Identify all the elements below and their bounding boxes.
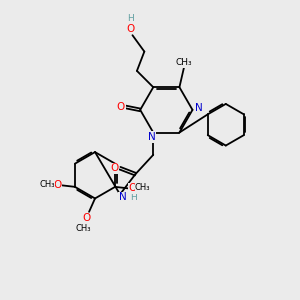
Text: O: O	[117, 102, 125, 112]
Text: O: O	[53, 180, 61, 190]
Text: CH₃: CH₃	[176, 58, 192, 67]
Text: H: H	[128, 14, 134, 23]
Text: O: O	[127, 24, 135, 34]
Text: O: O	[110, 163, 119, 173]
Text: CH₃: CH₃	[75, 224, 91, 233]
Text: CH₃: CH₃	[40, 180, 55, 189]
Text: O: O	[82, 213, 90, 224]
Text: CH₃: CH₃	[135, 183, 151, 192]
Text: N: N	[148, 132, 156, 142]
Text: N: N	[195, 103, 202, 113]
Text: O: O	[129, 183, 137, 193]
Text: N: N	[119, 192, 127, 202]
Text: H: H	[130, 193, 137, 202]
